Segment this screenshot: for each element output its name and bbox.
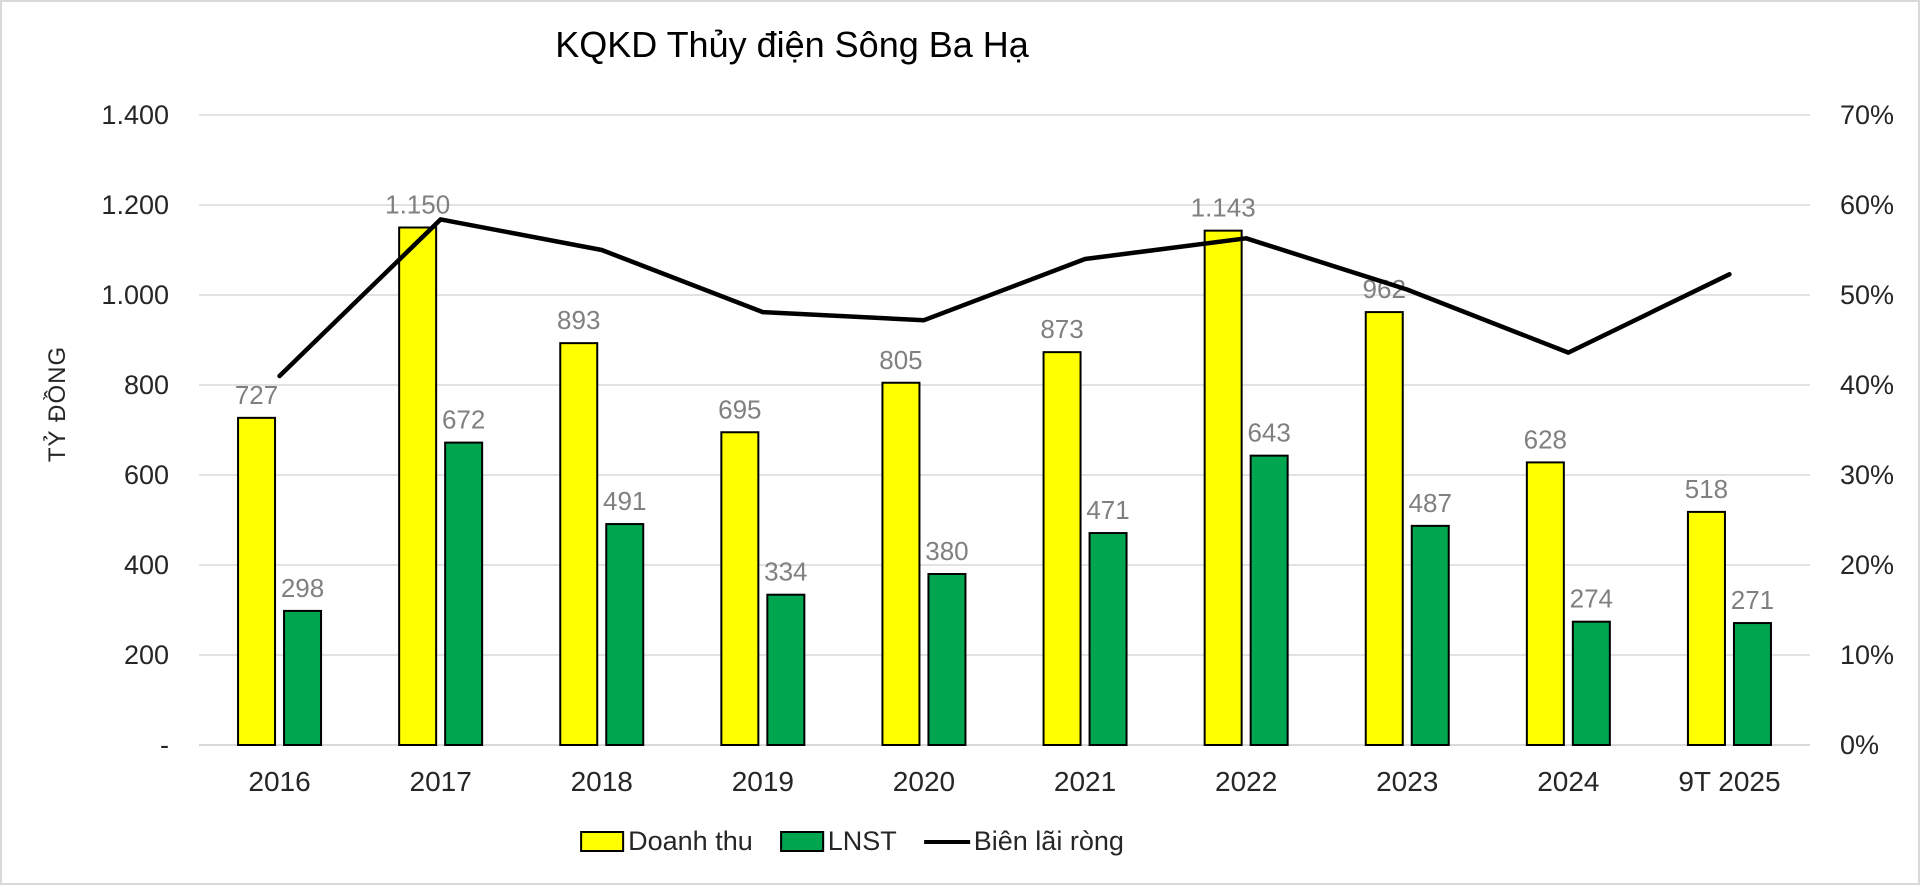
- left-axis-tick: 1.000: [101, 280, 169, 310]
- bar-lnst-2024: [1571, 620, 1611, 747]
- bien-lai-rong-swatch: [923, 839, 970, 844]
- legend-label-bien-lai-rong: Biên lãi ròng: [973, 826, 1124, 856]
- data-label-doanh-thu-2020: 805: [879, 345, 922, 375]
- legend-item-doanh-thu: Doanh thu: [580, 826, 753, 857]
- bar-doanh-thu-2018: [559, 342, 599, 746]
- right-axis-tick: 60%: [1840, 190, 1894, 220]
- bar-doanh-thu-2016: [237, 416, 277, 746]
- bar-doanh-thu-2023: [1364, 311, 1404, 746]
- data-label-doanh-thu-9T 2025: 518: [1685, 474, 1728, 504]
- data-label-lnst-2024: 274: [1570, 584, 1613, 614]
- right-axis-tick: 70%: [1840, 100, 1894, 130]
- bar-lnst-2019: [766, 593, 806, 747]
- data-label-lnst-2017: 672: [442, 405, 485, 435]
- x-axis-label: 2020: [893, 766, 955, 797]
- data-label-doanh-thu-2022: 1.143: [1191, 193, 1256, 223]
- data-label-doanh-thu-2017: 1.150: [385, 190, 450, 220]
- bar-doanh-thu-2022: [1203, 229, 1243, 746]
- bar-lnst-2016: [283, 609, 323, 747]
- x-axis-label: 9T 2025: [1678, 766, 1780, 797]
- bar-doanh-thu-2017: [398, 226, 438, 746]
- bien-lai-rong-line: [277, 217, 1732, 379]
- bar-lnst-9T 2025: [1732, 622, 1772, 746]
- x-axis-label: 2021: [1054, 766, 1116, 797]
- lnst-swatch: [779, 831, 824, 852]
- data-label-doanh-thu-2021: 873: [1040, 314, 1083, 344]
- bar-lnst-2023: [1410, 524, 1450, 746]
- bar-lnst-2021: [1088, 532, 1128, 746]
- data-label-doanh-thu-2024: 628: [1524, 424, 1567, 454]
- left-axis-tick: 1.200: [101, 190, 169, 220]
- x-axis-label: 2019: [732, 766, 794, 797]
- bar-lnst-2022: [1249, 454, 1289, 746]
- data-label-lnst-2020: 380: [925, 536, 968, 566]
- data-label-doanh-thu-2016: 727: [235, 380, 278, 410]
- right-axis-tick: 10%: [1840, 640, 1894, 670]
- legend-item-bien-lai-rong: Biên lãi ròng: [923, 826, 1124, 857]
- x-axis-label: 2022: [1215, 766, 1277, 797]
- x-axis-label: 2023: [1376, 766, 1438, 797]
- x-axis-label: 2024: [1537, 766, 1599, 797]
- left-axis-tick: 200: [124, 640, 169, 670]
- right-axis-tick: 40%: [1840, 370, 1894, 400]
- left-axis-tick: 800: [124, 370, 169, 400]
- legend-label-doanh-thu: Doanh thu: [628, 826, 753, 856]
- data-label-lnst-2019: 334: [764, 557, 807, 587]
- data-label-lnst-2018: 491: [603, 486, 646, 516]
- bar-lnst-2017: [444, 441, 484, 746]
- right-axis-tick: 30%: [1840, 460, 1894, 490]
- legend-item-lnst: LNST: [779, 826, 897, 857]
- data-label-lnst-2023: 487: [1409, 488, 1452, 518]
- right-axis-tick: 50%: [1840, 280, 1894, 310]
- bar-lnst-2018: [605, 523, 645, 746]
- right-axis-tick: 20%: [1840, 550, 1894, 580]
- left-axis-tick: 1.400: [101, 100, 169, 130]
- x-axis-label: 2016: [248, 766, 310, 797]
- data-label-lnst-2016: 298: [281, 573, 324, 603]
- x-axis-label: 2017: [410, 766, 472, 797]
- data-label-lnst-9T 2025: 271: [1731, 585, 1774, 615]
- data-label-lnst-2021: 471: [1086, 495, 1129, 525]
- right-axis-tick: 0%: [1840, 730, 1879, 760]
- bar-doanh-thu-9T 2025: [1686, 510, 1726, 746]
- bar-doanh-thu-2019: [720, 431, 760, 746]
- legend: Doanh thu LNST Biên lãi ròng: [580, 826, 1124, 857]
- doanh-thu-swatch: [580, 831, 625, 852]
- bar-lnst-2020: [927, 573, 967, 746]
- x-axis-label: 2018: [571, 766, 633, 797]
- data-label-doanh-thu-2018: 893: [557, 305, 600, 335]
- bar-doanh-thu-2021: [1042, 351, 1082, 746]
- bar-doanh-thu-2024: [1525, 461, 1565, 746]
- chart-title: KQKD Thủy điện Sông Ba Hạ: [555, 24, 1029, 65]
- left-axis-tick: 600: [124, 460, 169, 490]
- left-axis-tick: -: [160, 730, 169, 760]
- left-axis-tick: 400: [124, 550, 169, 580]
- data-label-doanh-thu-2019: 695: [718, 394, 761, 424]
- bar-doanh-thu-2020: [881, 381, 921, 746]
- legend-label-lnst: LNST: [827, 826, 897, 856]
- data-label-lnst-2022: 643: [1247, 418, 1290, 448]
